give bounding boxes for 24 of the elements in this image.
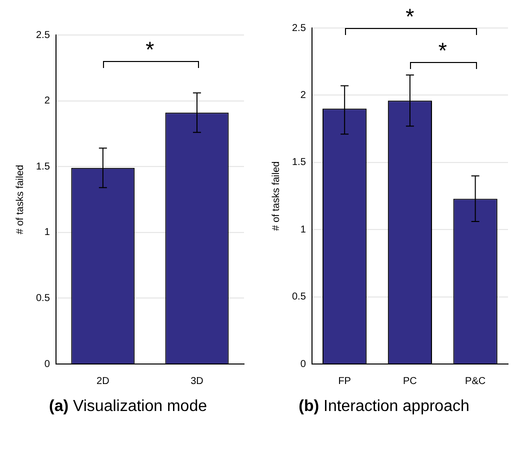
y-axis-title: # of tasks failed (14, 164, 26, 234)
y-tick-label: 1.5 (36, 161, 50, 172)
y-tick-label: 1 (44, 227, 50, 238)
y-tick-label: 2 (44, 96, 50, 107)
x-tick-label: 2D (96, 376, 110, 387)
x-tick-label: P&C (465, 376, 486, 387)
x-tick-label: PC (403, 376, 417, 387)
annotation: * (146, 37, 154, 64)
y-tick-label: 0.5 (36, 292, 50, 304)
y-tick-label: 1.5 (292, 157, 306, 168)
text: (a) Visualization mode (48, 398, 208, 416)
annotation: * (406, 4, 414, 30)
y-tick-label: 0.5 (292, 292, 306, 303)
y-tick-label: 2 (300, 90, 306, 101)
y-tick-label: 2.5 (292, 22, 306, 34)
x-tick-label: FP (338, 376, 352, 387)
y-axis-title: # of tasks failed (270, 161, 282, 231)
y-tick-label: 0 (300, 358, 306, 370)
y-tick-label: 1 (300, 224, 306, 236)
text: (b) Interaction approach (298, 398, 470, 416)
annotation: * (438, 38, 447, 64)
y-tick-label: 2.5 (36, 30, 50, 41)
y-tick-label: 0 (44, 358, 50, 370)
x-tick-label: 3D (190, 376, 204, 387)
